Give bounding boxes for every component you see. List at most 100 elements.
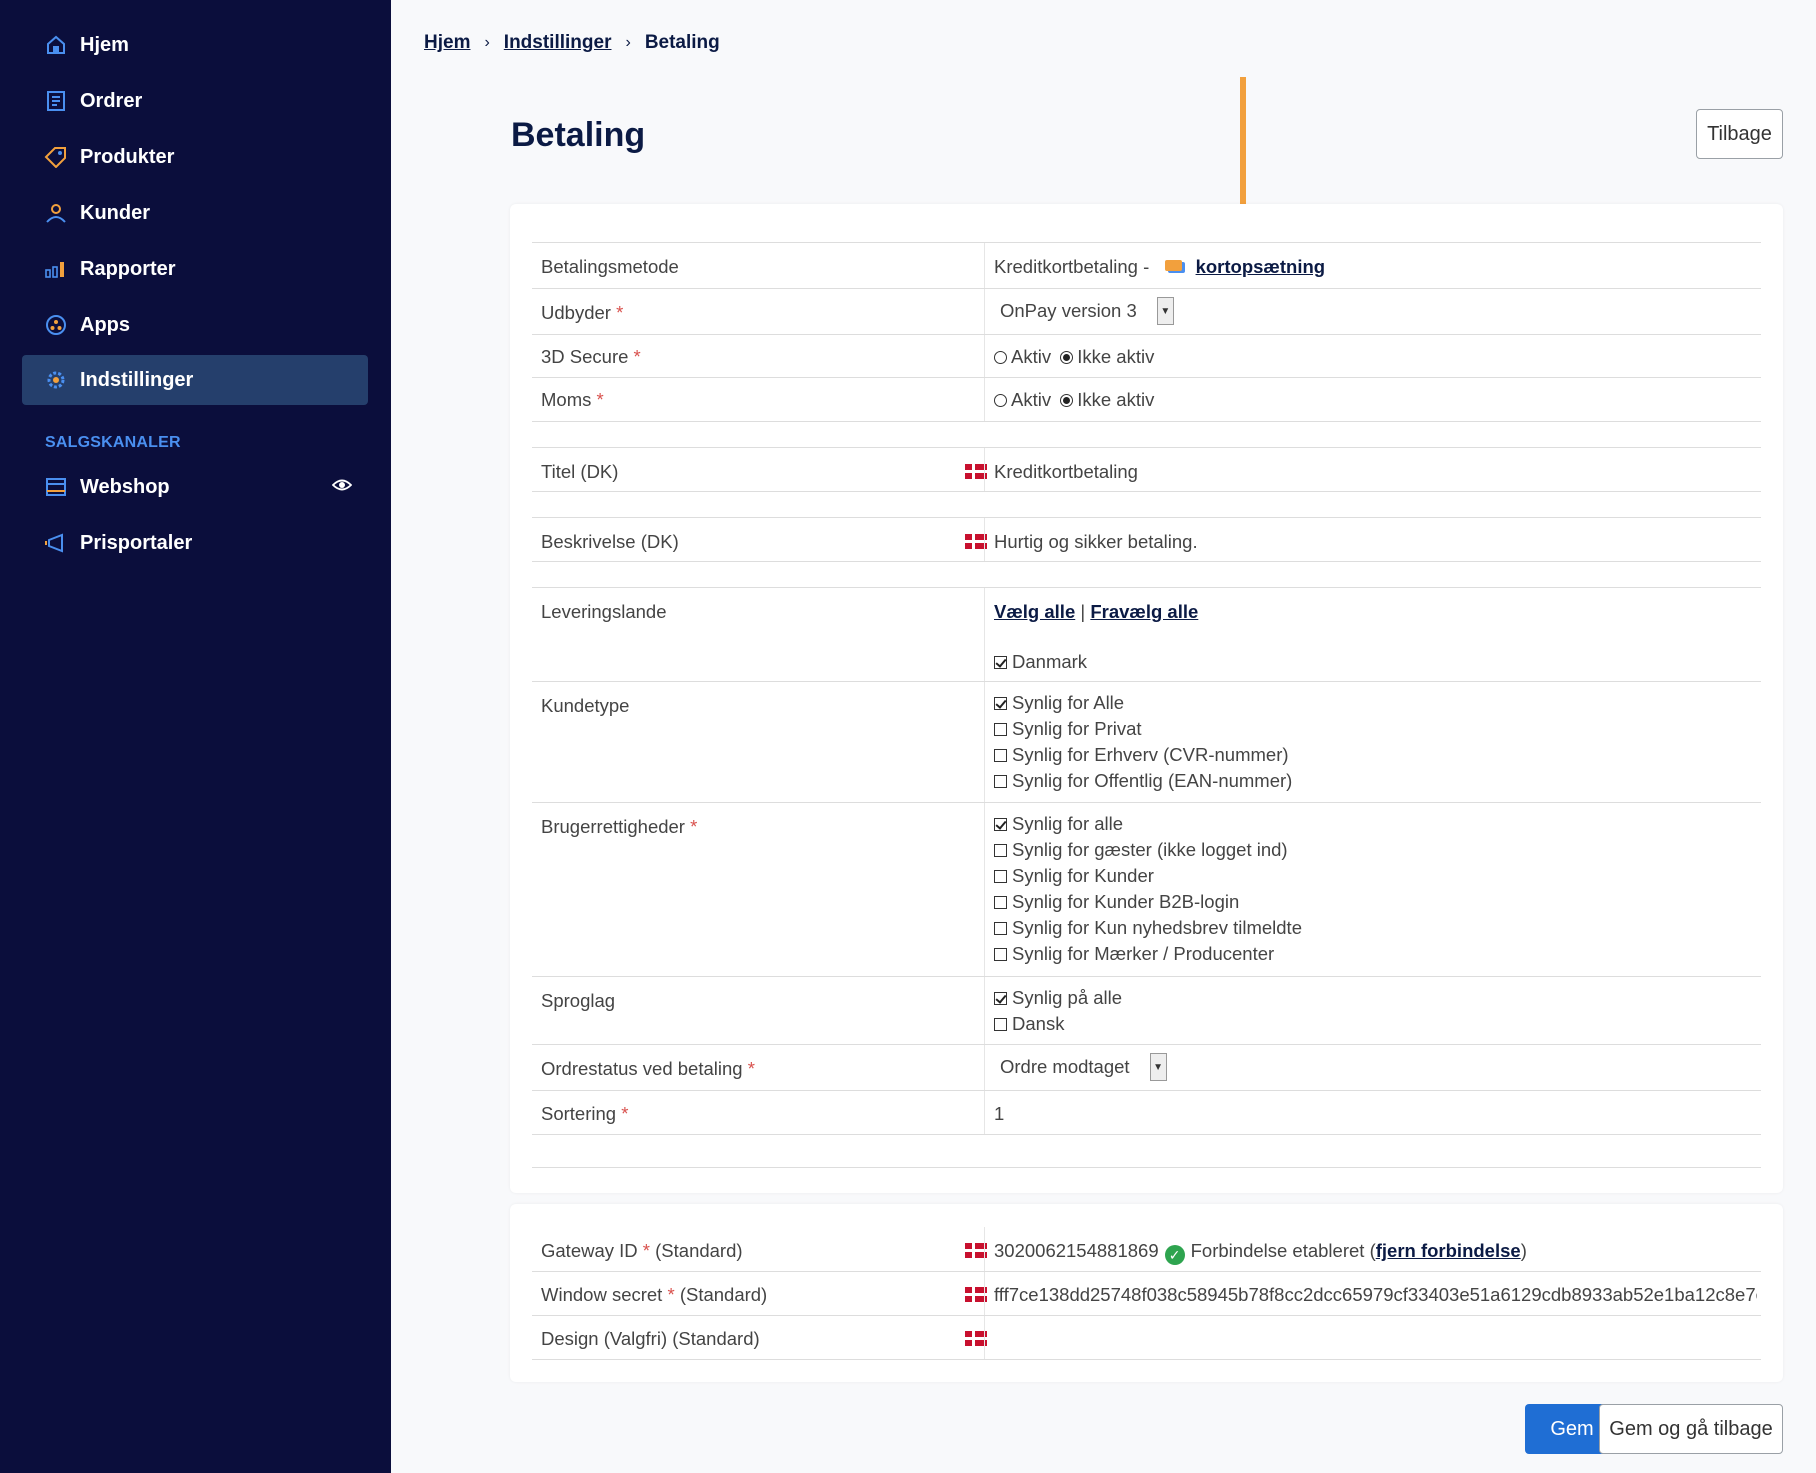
row-gateway-id: Gateway ID * (Standard) 3020062154881869… [532,1227,1761,1271]
brugerrettigheder-checkbox[interactable] [994,844,1007,857]
eye-icon[interactable] [331,475,353,501]
beskrivelse-value[interactable]: Hurtig og sikker betaling. [994,531,1198,552]
label-sproglag: Sproglag [541,990,616,1011]
label-window-secret: Window secret [541,1284,663,1305]
section-label-salgskanaler: SALGSKANALER [45,434,181,451]
sidebar-item-indstillinger[interactable]: Indstillinger [22,355,368,405]
radio-label: Aktiv [1011,346,1052,367]
brugerrettigheder-checkbox[interactable] [994,948,1007,961]
row-brugerrettigheder: Brugerrettigheder * Synlig for alle Synl… [532,802,1761,976]
chevron-right-icon: › [625,34,631,51]
row-window-secret: Window secret * (Standard) fff7ce138dd25… [532,1271,1761,1315]
page-title: Betaling [511,116,646,154]
radio-label: Ikke aktiv [1077,346,1155,367]
brugerrettigheder-checkbox[interactable] [994,922,1007,935]
save-and-back-button[interactable]: Gem og gå tilbage [1599,1404,1783,1454]
checkbox-label: Synlig på alle [1012,987,1123,1008]
radio-label: Ikke aktiv [1077,389,1155,410]
breadcrumb: Hjem › Indstillinger › Betaling [424,32,720,54]
row-sortering: Sortering * 1 [532,1090,1761,1134]
user-icon [44,201,68,225]
breadcrumb-link-indstillinger[interactable]: Indstillinger [503,32,612,53]
sidebar-item-apps[interactable]: Apps [22,300,368,350]
moms-aktiv-radio[interactable] [994,394,1007,407]
sidebar-item-hjem[interactable]: Hjem [22,20,368,70]
sidebar-item-label: Indstillinger [80,368,194,391]
label-sortering: Sortering [541,1103,617,1124]
row-kundetype: Kundetype Synlig for Alle Synlig for Pri… [532,681,1761,802]
connection-status: Forbindelse etableret ( [1190,1240,1376,1261]
back-button[interactable]: Tilbage [1696,109,1783,159]
label-design: Design (Valgfri) (Standard) [541,1328,760,1349]
checkbox-label: Synlig for Kun nyhedsbrev tilmeldte [1012,917,1302,938]
checkbox-label: Synlig for Erhverv (CVR-nummer) [1012,744,1289,765]
label-titel: Titel (DK) [541,461,619,482]
label-udbyder: Udbyder [541,302,611,323]
moms-ikke-aktiv-radio[interactable] [1060,394,1074,407]
ordrestatus-select-value: Ordre modtaget [1000,1056,1130,1077]
brugerrettigheder-checkbox[interactable] [994,896,1007,909]
udbyder-select[interactable]: OnPay version 3 ▼ [994,297,1174,325]
sidebar-item-ordrer[interactable]: Ordrer [22,76,368,126]
kundetype-checkbox[interactable] [994,723,1007,736]
chevron-right-icon: › [484,34,490,51]
credit-card-icon [1164,258,1186,280]
row-betalingsmetode: Betalingsmetode Kreditkortbetaling - kor… [532,242,1761,288]
row-beskrivelse: Beskrivelse (DK) Hurtig og sikker betali… [532,517,1761,561]
radio-label: Aktiv [1011,389,1052,410]
label-suffix: (Standard) [655,1240,743,1261]
row-titel: Titel (DK) Kreditkortbetaling [532,447,1761,491]
label-brugerrettigheder: Brugerrettigheder [541,816,685,837]
breadcrumb-link-hjem[interactable]: Hjem [424,32,471,53]
select-all-link[interactable]: Vælg alle [994,601,1076,622]
kundetype-checkbox[interactable] [994,697,1007,710]
sproglag-checkbox[interactable] [994,1018,1007,1031]
label-beskrivelse: Beskrivelse (DK) [541,531,679,552]
row-ordrestatus: Ordrestatus ved betaling * Ordre modtage… [532,1044,1761,1090]
megaphone-icon [44,531,68,555]
paren-close: ) [1520,1240,1527,1261]
udbyder-select-value: OnPay version 3 [1000,300,1137,321]
breadcrumb-current: Betaling [644,32,720,53]
label-gateway-id: Gateway ID [541,1240,638,1261]
tag-icon [44,145,68,169]
sidebar-item-prisportaler[interactable]: Prisportaler [22,518,368,568]
sidebar-item-rapporter[interactable]: Rapporter [22,244,368,294]
kortopsaetning-link[interactable]: kortopsætning [1195,256,1326,277]
link-separator: | [1080,601,1086,622]
label-betalingsmetode: Betalingsmetode [541,256,679,277]
betalingsmetode-value: Kreditkortbetaling - [994,256,1150,277]
danish-flag-icon [965,464,987,479]
sortering-value[interactable]: 1 [994,1103,1005,1124]
label-kundetype: Kundetype [541,695,630,716]
gateway-id-value[interactable]: 3020062154881869 [994,1240,1159,1261]
checkbox-label: Synlig for Offentlig (EAN-nummer) [1012,770,1293,791]
window-secret-value[interactable]: fff7ce138dd25748f038c58945b78f8cc2dcc659… [994,1284,1757,1305]
sproglag-checkbox[interactable] [994,992,1007,1005]
gear-icon [44,368,68,392]
remove-connection-link[interactable]: fjern forbindelse [1375,1240,1521,1261]
brugerrettigheder-checkbox[interactable] [994,818,1007,831]
titel-value[interactable]: Kreditkortbetaling [994,461,1138,482]
country-checkbox-danmark[interactable] [994,656,1007,669]
sidebar-item-kunder[interactable]: Kunder [22,188,368,238]
webshop-icon [44,475,68,499]
brugerrettigheder-checkbox[interactable] [994,870,1007,883]
3d-secure-ikke-aktiv-radio[interactable] [1060,351,1074,364]
label-3d-secure: 3D Secure [541,346,629,367]
checkbox-label: Synlig for alle [1012,813,1124,834]
row-design: Design (Valgfri) (Standard) [532,1315,1761,1359]
checkbox-label: Synlig for gæster (ikke logget ind) [1012,839,1288,860]
row-3d-secure: 3D Secure * Aktiv Ikke aktiv [532,334,1761,377]
3d-secure-aktiv-radio[interactable] [994,351,1007,364]
kundetype-checkbox[interactable] [994,775,1007,788]
checkbox-label: Dansk [1012,1013,1065,1034]
chevron-down-icon: ▼ [1156,297,1174,325]
kundetype-checkbox[interactable] [994,749,1007,762]
sidebar-item-webshop[interactable]: Webshop [22,462,368,512]
bar-chart-icon [44,257,68,281]
danish-flag-icon [965,1331,987,1346]
sidebar-item-produkter[interactable]: Produkter [22,132,368,182]
ordrestatus-select[interactable]: Ordre modtaget ▼ [994,1053,1167,1081]
deselect-all-link[interactable]: Fravælg alle [1090,601,1199,622]
